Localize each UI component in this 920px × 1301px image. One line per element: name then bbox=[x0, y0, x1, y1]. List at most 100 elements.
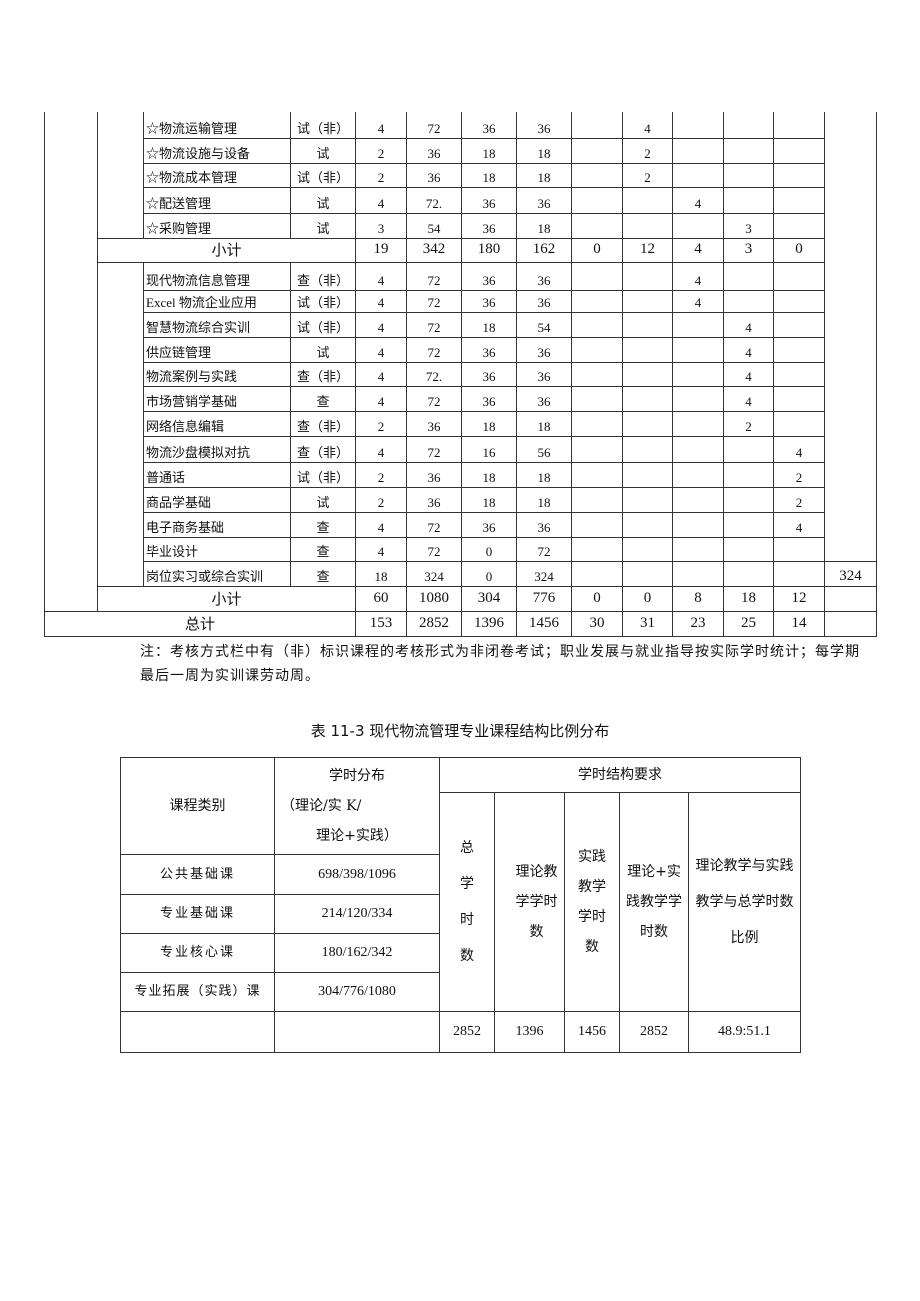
subtotal-value: 0 bbox=[571, 237, 623, 263]
value-cell: 4 bbox=[723, 361, 774, 387]
value-cell bbox=[622, 289, 673, 313]
group-cell bbox=[97, 112, 144, 239]
value-cell: 36 bbox=[406, 137, 462, 164]
distribution-cell: 698/398/1096 bbox=[274, 854, 440, 895]
semester6-cell bbox=[824, 112, 877, 562]
subtotal-value: 18 bbox=[723, 585, 774, 612]
exam-type: 查 bbox=[290, 560, 356, 587]
value-cell bbox=[672, 361, 724, 387]
table-row: 供应链管理试 4 72 36 36 4 bbox=[45, 336, 877, 363]
exam-type: 查 bbox=[290, 511, 356, 538]
value-cell: 72 bbox=[406, 289, 462, 313]
exam-type: 试（非） bbox=[290, 461, 356, 488]
value-cell bbox=[723, 486, 774, 513]
subtotal-value: 1080 bbox=[406, 585, 462, 612]
value-cell: 36 bbox=[406, 486, 462, 513]
value-cell bbox=[672, 137, 724, 164]
value-cell bbox=[723, 560, 774, 587]
value-cell: 72 bbox=[406, 385, 462, 412]
subtotal-row: 小计 60 1080 304 776 0 0 8 18 12 bbox=[45, 585, 877, 612]
value-cell: 4 bbox=[355, 361, 407, 387]
course-name: 电子商务基础 bbox=[143, 511, 291, 538]
module-cell bbox=[44, 112, 98, 612]
value-cell bbox=[571, 162, 623, 188]
value-cell: 18 bbox=[461, 311, 517, 338]
value-cell bbox=[622, 361, 673, 387]
value-cell bbox=[773, 311, 825, 338]
value-cell bbox=[672, 486, 724, 513]
course-schedule-table: ☆物流运输管理 试（非） 4 72 36 36 4 ☆物流设施与设备试 2 36 18 18 2 ☆物流成… bbox=[44, 112, 877, 637]
exam-type: 试 bbox=[290, 486, 356, 513]
value-cell: 4 bbox=[355, 385, 407, 412]
value-cell: 36 bbox=[461, 385, 517, 412]
subtotal-label: 总计 bbox=[44, 610, 356, 637]
course-name: 网络信息编辑 bbox=[143, 410, 291, 437]
subtotal-value: 162 bbox=[516, 237, 572, 263]
value-cell bbox=[773, 289, 825, 313]
value-cell bbox=[773, 261, 825, 291]
exam-type: 试 bbox=[290, 137, 356, 164]
value-cell: 36 bbox=[516, 289, 572, 313]
course-structure-table: 课程类别 学时分布 （理论/实 K/ 理论+实践） 学时结构要求 总学时数 理论… bbox=[120, 757, 801, 1053]
value-cell bbox=[672, 162, 724, 188]
value-cell bbox=[571, 261, 623, 291]
value-cell bbox=[672, 511, 724, 538]
value-cell: 2 bbox=[622, 137, 673, 164]
distribution-cell: 214/120/334 bbox=[274, 894, 440, 934]
value-cell: 72 bbox=[406, 311, 462, 338]
subtotal-value: 8 bbox=[672, 585, 724, 612]
value-cell: 18 bbox=[516, 162, 572, 188]
value-cell bbox=[622, 560, 673, 587]
value-cell: 4 bbox=[355, 311, 407, 338]
course-name: 毕业设计 bbox=[143, 536, 291, 562]
subtotal-label: 小计 bbox=[97, 237, 356, 263]
subtotal-value: 304 bbox=[461, 585, 517, 612]
value-cell: 0 bbox=[461, 536, 517, 562]
subtotal-value: 3 bbox=[723, 237, 774, 263]
value-cell: 3 bbox=[355, 212, 407, 239]
course-name: ☆物流运输管理 bbox=[143, 112, 291, 139]
value-cell: 18 bbox=[516, 137, 572, 164]
subtotal-value: 19 bbox=[355, 237, 407, 263]
value-cell: 36 bbox=[461, 261, 517, 291]
table-row: 商品学基础试 2 36 18 18 2 bbox=[45, 486, 877, 513]
value-cell: 0 bbox=[461, 560, 517, 587]
course-name: 商品学基础 bbox=[143, 486, 291, 513]
value-cell: 2 bbox=[355, 461, 407, 488]
subtotal-value: 31 bbox=[622, 610, 673, 637]
value-cell: 36 bbox=[461, 212, 517, 239]
exam-type: 查（非） bbox=[290, 361, 356, 387]
course-name: ☆配送管理 bbox=[143, 186, 291, 214]
value-cell bbox=[723, 461, 774, 488]
value-cell bbox=[571, 186, 623, 214]
value-cell bbox=[622, 410, 673, 437]
value-cell: 36 bbox=[406, 410, 462, 437]
value-cell: 4 bbox=[773, 435, 825, 463]
value-cell bbox=[571, 112, 623, 139]
value-cell bbox=[773, 536, 825, 562]
total-row: 总计 153 2852 1396 1456 30 31 23 25 14 bbox=[44, 610, 877, 637]
table-row: ☆采购管理试 3 54 36 18 3 bbox=[45, 212, 877, 239]
value-cell: 72 bbox=[406, 435, 462, 463]
exam-type: 查（非） bbox=[290, 410, 356, 437]
value-cell bbox=[622, 385, 673, 412]
table-note: 注：考核方式栏中有（非）标识课程的考核形式为非闭卷考试；职业发展与就业指导按实际… bbox=[140, 644, 860, 684]
summary-theory: 1396 bbox=[494, 1011, 565, 1053]
subtotal-value: 12 bbox=[773, 585, 825, 612]
value-cell bbox=[622, 311, 673, 338]
value-cell bbox=[723, 536, 774, 562]
value-cell bbox=[773, 162, 825, 188]
value-cell: 72. bbox=[406, 186, 462, 214]
value-cell: 18 bbox=[516, 486, 572, 513]
course-name: 物流沙盘模拟对抗 bbox=[143, 435, 291, 463]
value-cell bbox=[723, 261, 774, 291]
course-name: Excel 物流企业应用 bbox=[143, 289, 291, 313]
subtotal-value: 12 bbox=[622, 237, 673, 263]
semester6-value: 324 bbox=[824, 560, 877, 587]
summary-total: 2852 bbox=[439, 1011, 495, 1053]
subtotal-value: 153 bbox=[355, 610, 407, 637]
table-row: ☆配送管理试 4 72. 36 36 4 bbox=[45, 186, 877, 214]
summary-ratio: 48.9:51.1 bbox=[688, 1011, 801, 1053]
subtotal-value: 342 bbox=[406, 237, 462, 263]
group-cell bbox=[97, 261, 144, 587]
